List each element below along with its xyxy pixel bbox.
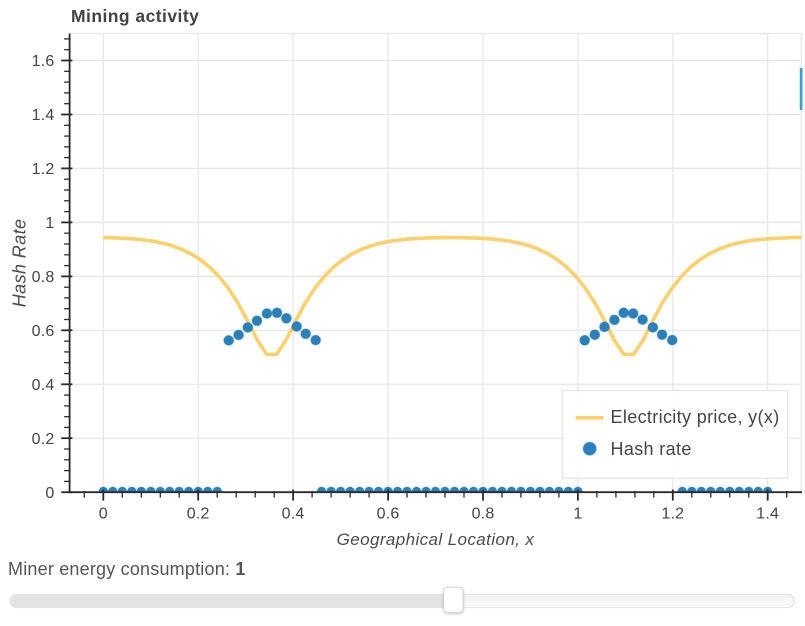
- svg-text:1.4: 1.4: [32, 107, 55, 124]
- svg-text:1.4: 1.4: [756, 506, 779, 523]
- svg-text:0: 0: [99, 506, 108, 523]
- svg-text:1: 1: [45, 215, 54, 232]
- svg-text:Hash rate: Hash rate: [611, 439, 692, 459]
- svg-text:0.8: 0.8: [472, 506, 495, 523]
- svg-text:1: 1: [573, 506, 582, 523]
- svg-text:Mining activity: Mining activity: [71, 6, 199, 26]
- svg-text:0.2: 0.2: [32, 431, 55, 448]
- svg-text:0.8: 0.8: [32, 269, 55, 286]
- svg-text:Hash Rate: Hash Rate: [10, 219, 30, 308]
- svg-text:Electricity price, y(x): Electricity price, y(x): [611, 407, 780, 427]
- svg-text:0: 0: [45, 485, 54, 502]
- svg-text:Miner energy consumption: 1: Miner energy consumption: 1: [8, 559, 246, 579]
- svg-text:0.6: 0.6: [32, 323, 55, 340]
- svg-text:1.6: 1.6: [32, 53, 55, 70]
- svg-text:1.2: 1.2: [32, 161, 55, 178]
- svg-text:0.4: 0.4: [32, 377, 55, 394]
- svg-text:Geographical Location, x: Geographical Location, x: [337, 530, 535, 549]
- svg-text:0.6: 0.6: [377, 506, 400, 523]
- svg-text:1.2: 1.2: [661, 506, 684, 523]
- svg-text:0.2: 0.2: [187, 506, 210, 523]
- svg-text:0.4: 0.4: [282, 506, 305, 523]
